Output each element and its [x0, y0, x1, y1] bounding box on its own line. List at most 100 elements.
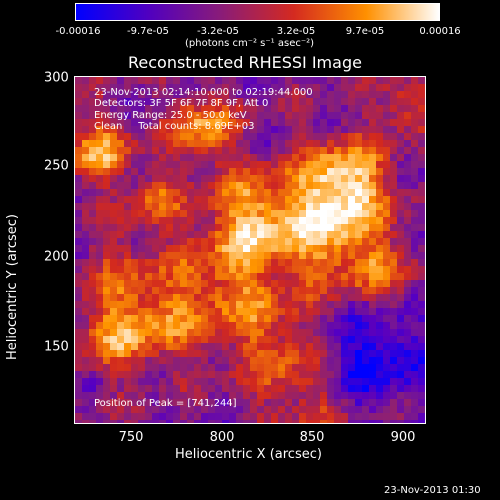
map-cell	[369, 336, 376, 343]
map-cell	[327, 413, 334, 420]
map-cell	[264, 175, 271, 182]
map-cell	[110, 182, 117, 189]
map-cell	[264, 301, 271, 308]
map-cell	[208, 329, 215, 336]
map-cell	[299, 252, 306, 259]
map-cell	[264, 189, 271, 196]
map-cell	[355, 231, 362, 238]
map-cell	[292, 140, 299, 147]
map-cell	[173, 217, 180, 224]
footer-timestamp: 23-Nov-2013 01:30	[384, 485, 481, 496]
map-cell	[404, 147, 411, 154]
map-cell	[145, 364, 152, 371]
map-cell	[418, 343, 425, 350]
map-cell	[187, 343, 194, 350]
map-cell	[194, 231, 201, 238]
map-cell	[243, 140, 250, 147]
map-cell	[201, 98, 208, 105]
map-cell	[187, 315, 194, 322]
map-cell	[348, 91, 355, 98]
map-cell	[341, 259, 348, 266]
map-cell	[271, 77, 278, 84]
map-cell	[236, 315, 243, 322]
map-cell	[285, 126, 292, 133]
map-cell	[131, 238, 138, 245]
map-cell	[404, 203, 411, 210]
map-cell	[341, 119, 348, 126]
map-cell	[229, 175, 236, 182]
map-cell	[117, 252, 124, 259]
map-cell	[362, 182, 369, 189]
map-cell	[299, 371, 306, 378]
map-cell	[152, 420, 159, 423]
map-cell	[348, 399, 355, 406]
map-cell	[383, 231, 390, 238]
map-cell	[313, 189, 320, 196]
map-cell	[355, 196, 362, 203]
map-cell	[236, 245, 243, 252]
map-cell	[201, 175, 208, 182]
map-cell	[229, 119, 236, 126]
map-cell	[180, 245, 187, 252]
map-cell	[166, 133, 173, 140]
map-cell	[180, 420, 187, 423]
map-cell	[320, 91, 327, 98]
map-cell	[355, 399, 362, 406]
map-cell	[159, 329, 166, 336]
map-cell	[166, 126, 173, 133]
map-cell	[222, 280, 229, 287]
map-cell	[75, 287, 82, 294]
map-cell	[124, 210, 131, 217]
map-cell	[355, 280, 362, 287]
map-cell	[271, 189, 278, 196]
map-cell	[397, 231, 404, 238]
map-cell	[208, 189, 215, 196]
map-cell	[334, 322, 341, 329]
map-cell	[222, 98, 229, 105]
map-cell	[264, 371, 271, 378]
map-cell	[285, 98, 292, 105]
map-cell	[201, 392, 208, 399]
map-cell	[103, 91, 110, 98]
map-cell	[250, 329, 257, 336]
map-cell	[250, 252, 257, 259]
map-cell	[404, 399, 411, 406]
map-cell	[404, 301, 411, 308]
map-cell	[131, 105, 138, 112]
map-cell	[131, 147, 138, 154]
map-cell	[376, 364, 383, 371]
map-cell	[131, 413, 138, 420]
map-cell	[194, 77, 201, 84]
map-cell	[306, 140, 313, 147]
map-cell	[327, 280, 334, 287]
map-cell	[285, 357, 292, 364]
map-cell	[208, 252, 215, 259]
map-cell	[89, 182, 96, 189]
map-cell	[355, 98, 362, 105]
map-cell	[201, 84, 208, 91]
map-cell	[390, 350, 397, 357]
map-cell	[257, 259, 264, 266]
map-cell	[201, 273, 208, 280]
map-cell	[411, 77, 418, 84]
map-cell	[306, 336, 313, 343]
map-cell	[173, 196, 180, 203]
map-cell	[152, 238, 159, 245]
map-cell	[348, 336, 355, 343]
map-cell	[145, 175, 152, 182]
map-cell	[131, 420, 138, 423]
map-cell	[222, 105, 229, 112]
map-cell	[369, 294, 376, 301]
map-cell	[257, 364, 264, 371]
map-cell	[285, 350, 292, 357]
map-cell	[404, 294, 411, 301]
map-cell	[208, 98, 215, 105]
map-cell	[320, 392, 327, 399]
map-cell	[257, 133, 264, 140]
map-cell	[82, 385, 89, 392]
map-cell	[124, 413, 131, 420]
map-cell	[313, 420, 320, 423]
map-cell	[397, 210, 404, 217]
map-cell	[278, 210, 285, 217]
map-cell	[411, 98, 418, 105]
